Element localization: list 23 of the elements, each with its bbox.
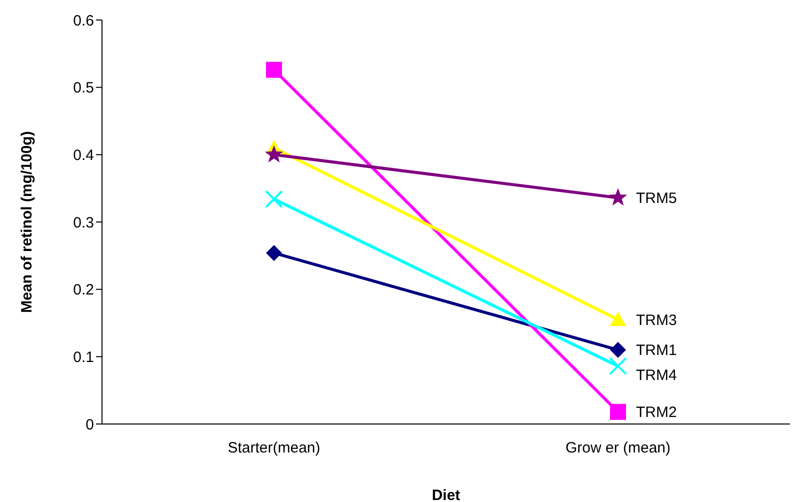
- point: [609, 357, 627, 376]
- point: [266, 62, 282, 78]
- y-tick-label: 0.3: [73, 214, 94, 232]
- y-tick-label: 0: [86, 416, 94, 434]
- point: [610, 404, 626, 420]
- point: [265, 190, 283, 208]
- y-tick-label: 0.6: [73, 12, 94, 30]
- series-label: TRM3: [636, 312, 677, 329]
- series-label: TRM1: [636, 342, 677, 360]
- point: [266, 244, 282, 261]
- y-tick-label: 0.5: [73, 80, 94, 97]
- series-label: TRM2: [636, 404, 677, 422]
- y-tick-label: 0.4: [73, 146, 94, 164]
- x-axis-title: Diet: [432, 487, 460, 502]
- x-tick-label: Starter(mean): [228, 440, 320, 457]
- x-tick-label: Grow er (mean): [565, 440, 671, 457]
- y-tick-label: 0.2: [73, 282, 94, 299]
- point: [608, 188, 628, 206]
- point: [610, 342, 626, 358]
- y-tick-label: 0.1: [73, 348, 94, 366]
- series-label: TRM5: [636, 190, 677, 208]
- series-label: TRM4: [636, 367, 677, 384]
- y-axis-title: Mean of retinol (mg/100g): [18, 131, 36, 313]
